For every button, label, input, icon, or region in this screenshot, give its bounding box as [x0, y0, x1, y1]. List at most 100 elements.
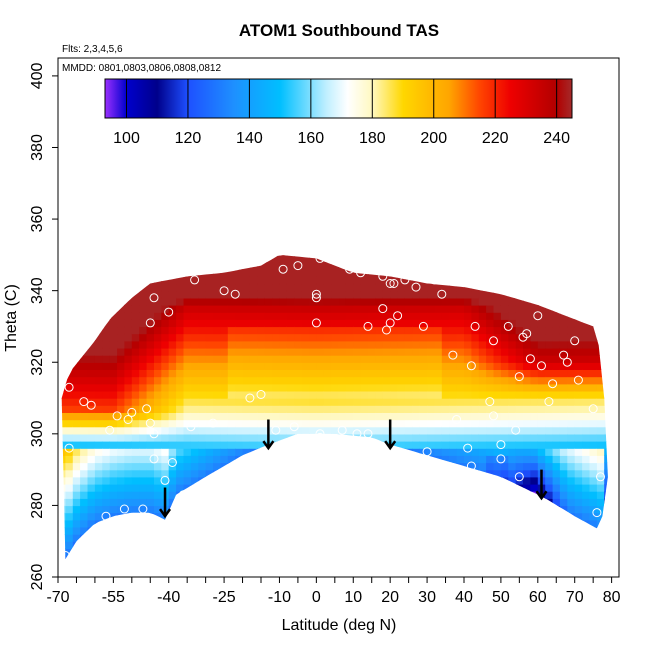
tas-cell [434, 305, 443, 313]
tas-cell [515, 541, 524, 549]
tas-cell [530, 519, 539, 528]
tas-cell [382, 390, 391, 399]
tas-cell [65, 433, 74, 442]
tas-cell [500, 505, 509, 514]
tas-cell [530, 419, 539, 428]
tas-cell [131, 319, 140, 328]
observation-point [385, 279, 395, 288]
tas-cell [323, 526, 332, 535]
observation-point [596, 526, 605, 535]
tas-cell [434, 433, 443, 442]
tas-cell [87, 483, 96, 492]
tas-cell [574, 398, 583, 406]
tas-cell [441, 255, 450, 256]
tas-cell [331, 483, 340, 492]
tas-cell [279, 491, 288, 499]
tas-cell [324, 563, 332, 571]
tas-cell [102, 548, 111, 557]
tas-cell [249, 483, 258, 492]
tas-cell [559, 405, 568, 413]
tas-cell [545, 512, 554, 521]
tas-cell [596, 326, 605, 335]
observation-point [311, 318, 321, 328]
tas-cell [198, 255, 207, 256]
tas-cell [301, 262, 310, 270]
tas-cell [139, 376, 148, 385]
tas-cell [419, 262, 428, 270]
tas-cell [227, 398, 236, 406]
tas-cell [338, 419, 347, 428]
tas-cell [168, 534, 177, 542]
tas-cell [61, 412, 66, 421]
tas-cell [72, 519, 81, 528]
tas-cell [596, 534, 605, 542]
tas-cell [345, 283, 354, 292]
tas-cell [301, 283, 310, 292]
tas-cell [80, 340, 89, 349]
tas-cell [545, 398, 554, 406]
tas-cell [323, 297, 332, 306]
colorbar-ticks: 100 120 140 160 180 200 220 240 [113, 79, 570, 147]
tas-cell [478, 476, 487, 485]
tas-cell [183, 455, 192, 464]
tas-cell [154, 333, 162, 342]
tas-cell [205, 469, 214, 478]
tas-cell [500, 340, 509, 349]
tas-cell [154, 441, 162, 449]
tas-cell [604, 255, 608, 256]
tas-cell [493, 276, 502, 285]
tas-cell [552, 283, 561, 292]
tas-cell [582, 262, 591, 270]
tas-cell [161, 255, 170, 263]
tas-cell [567, 469, 576, 478]
tas-cell [72, 505, 81, 514]
tas-cell [589, 326, 598, 335]
tas-cell [345, 297, 354, 306]
tas-cell [464, 312, 472, 320]
tas-cell [190, 526, 199, 535]
tas-cell [176, 333, 185, 342]
tas-cell [124, 390, 133, 399]
tas-cell [168, 512, 177, 521]
tas-cell [190, 469, 199, 478]
tas-cell [227, 555, 236, 560]
tas-cell [404, 526, 413, 535]
tas-cell [272, 476, 281, 485]
tas-cell [102, 419, 111, 428]
tas-cell [390, 312, 399, 320]
tas-cell [500, 426, 509, 435]
tas-cell [161, 383, 170, 392]
tas-cell [109, 491, 118, 499]
tas-cell [80, 448, 89, 456]
tas-cell [427, 340, 436, 349]
tas-cell [523, 512, 531, 521]
tas-cell [368, 383, 376, 392]
tas-cell [139, 355, 148, 363]
tas-cell [331, 541, 340, 549]
y-tick-label: 380 [29, 134, 46, 161]
tas-cell [537, 526, 546, 535]
tas-cell [523, 326, 531, 335]
tas-cell [61, 369, 66, 378]
tas-cell [323, 355, 332, 363]
tas-cell [530, 448, 539, 456]
tas-cell [102, 305, 111, 313]
tas-cell [65, 297, 74, 306]
tas-cell [213, 362, 221, 370]
tas-cell [131, 340, 140, 349]
tas-cell [257, 498, 266, 507]
tas-cell [61, 498, 66, 507]
tas-cell [279, 362, 288, 370]
tas-cell [213, 448, 221, 456]
tas-cell [109, 462, 118, 471]
tas-cell [464, 469, 472, 478]
tas-cell [139, 426, 148, 435]
tas-cell [360, 312, 369, 320]
tas-cell [131, 297, 140, 306]
tas-cell [272, 319, 281, 328]
tas-cell [375, 534, 384, 542]
tas-cell [500, 526, 509, 535]
tas-cell [604, 555, 608, 560]
tas-cell [176, 526, 185, 535]
observation-point [400, 275, 410, 285]
